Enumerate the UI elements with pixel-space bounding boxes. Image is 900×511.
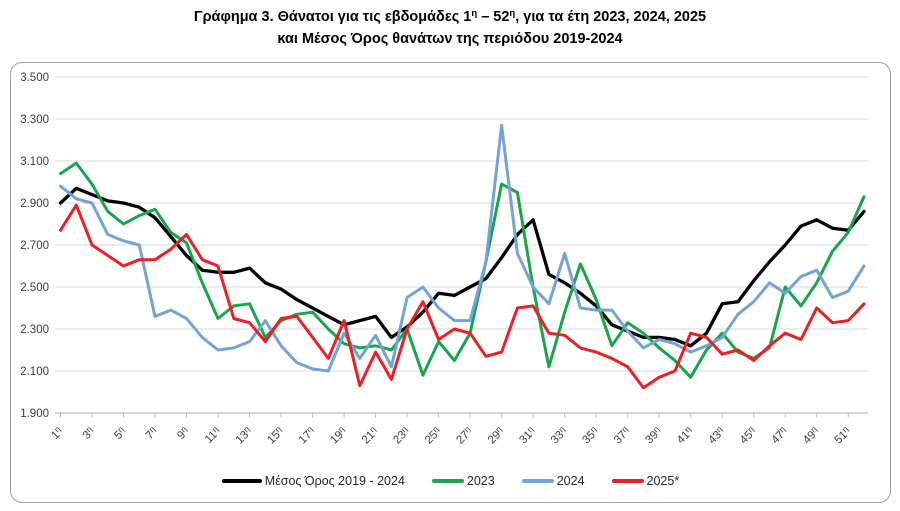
legend-swatch-2024	[521, 479, 554, 483]
legend-label-2025: 2025*	[646, 474, 680, 488]
legend-item-2024: 2024	[521, 474, 585, 488]
legend-item-2025: 2025*	[611, 474, 680, 488]
legend-swatch-2025	[611, 479, 644, 483]
x-axis-tick-label: 31η	[516, 424, 539, 447]
x-axis-tick-label: 47η	[768, 424, 791, 447]
chart-svg: 1.900 2.100 2.300 2.500 2.700 2.900 3.100 3.300…	[20, 72, 868, 447]
x-axis-tick-label: 1η	[47, 424, 65, 442]
legend-label-mesos-oros-2019-2024: Μέσος Όρος 2019 - 2024	[264, 474, 405, 488]
x-axis-tick-label: 13η	[232, 424, 255, 447]
x-axis-tick-label: 15η	[264, 424, 287, 447]
x-axis-tick-label: 9η	[174, 424, 192, 442]
chart-title: Γράφημα 3. Θάνατοι για τις εβδομάδες 1η …	[0, 7, 900, 51]
series-line-2025	[59, 203, 866, 390]
chart-title-line1: Γράφημα 3. Θάνατοι για τις εβδομάδες 1η …	[193, 8, 707, 25]
x-axis-tick-label: 33η	[547, 424, 570, 447]
x-axis-tick-label: 45η	[736, 424, 759, 447]
y-axis-tick-label: 3.300	[20, 114, 49, 126]
series-line-mesos-oros-2019-2024	[58, 186, 866, 348]
series-line-2023	[59, 161, 866, 379]
x-axis-tick-label: 19η	[327, 424, 350, 447]
y-axis-tick-label: 2.300	[20, 324, 49, 336]
x-axis-tick-label: 5η	[111, 424, 129, 442]
title-superscript: η	[471, 8, 478, 19]
x-axis-tick-label: 11η	[201, 424, 223, 446]
y-axis-tick-label: 1.900	[20, 408, 49, 420]
x-axis-tick-label: 41η	[673, 424, 696, 447]
title-superscript: η	[509, 8, 516, 19]
y-axis-tick-label: 2.500	[20, 282, 49, 294]
y-axis-tick-label: 2.900	[20, 198, 49, 210]
x-axis-tick-label: 3η	[79, 424, 97, 442]
x-axis-tick-label: 37η	[610, 424, 633, 447]
x-axis-tick-label: 7η	[142, 424, 160, 442]
y-axis-tick-label: 3.500	[20, 72, 49, 84]
legend-swatch-2023	[431, 479, 464, 483]
x-axis-tick-label: 49η	[799, 424, 822, 447]
x-axis-tick-label: 25η	[421, 424, 444, 447]
x-axis-tick-label: 23η	[390, 424, 413, 447]
legend-label-2024: 2024	[556, 474, 585, 488]
y-axis-tick-label: 3.100	[20, 156, 49, 168]
legend-item-mesos-oros-2019-2024: Μέσος Όρος 2019 - 2024	[221, 474, 405, 488]
x-axis-tick-label: 35η	[579, 424, 602, 447]
x-axis-tick-label: 39η	[642, 424, 665, 447]
y-axis-tick-label: 2.700	[20, 240, 49, 252]
x-axis-tick-label: 51η	[831, 424, 854, 447]
x-axis-tick-label: 43η	[705, 424, 728, 447]
x-axis-tick-label: 27η	[453, 424, 476, 447]
x-axis-tick-label: 29η	[484, 424, 507, 447]
chart-title-line2: και Μέσος Όρος θανάτων της περιόδου 2019…	[277, 30, 623, 47]
legend-swatch-mesos-oros-2019-2024	[221, 479, 262, 483]
chart-frame: 1.900 2.100 2.300 2.500 2.700 2.900 3.100 3.300…	[10, 62, 891, 503]
series-line-2024	[59, 123, 866, 373]
x-axis-tick-label: 21η	[358, 424, 381, 447]
legend-label-2023: 2023	[466, 474, 495, 488]
y-axis-tick-label: 2.100	[20, 366, 49, 378]
legend: Μέσος Όρος 2019 - 2024 2023 2024 2025*	[11, 474, 890, 488]
legend-item-2023: 2023	[431, 474, 495, 488]
x-axis-tick-label: 17η	[295, 424, 318, 447]
